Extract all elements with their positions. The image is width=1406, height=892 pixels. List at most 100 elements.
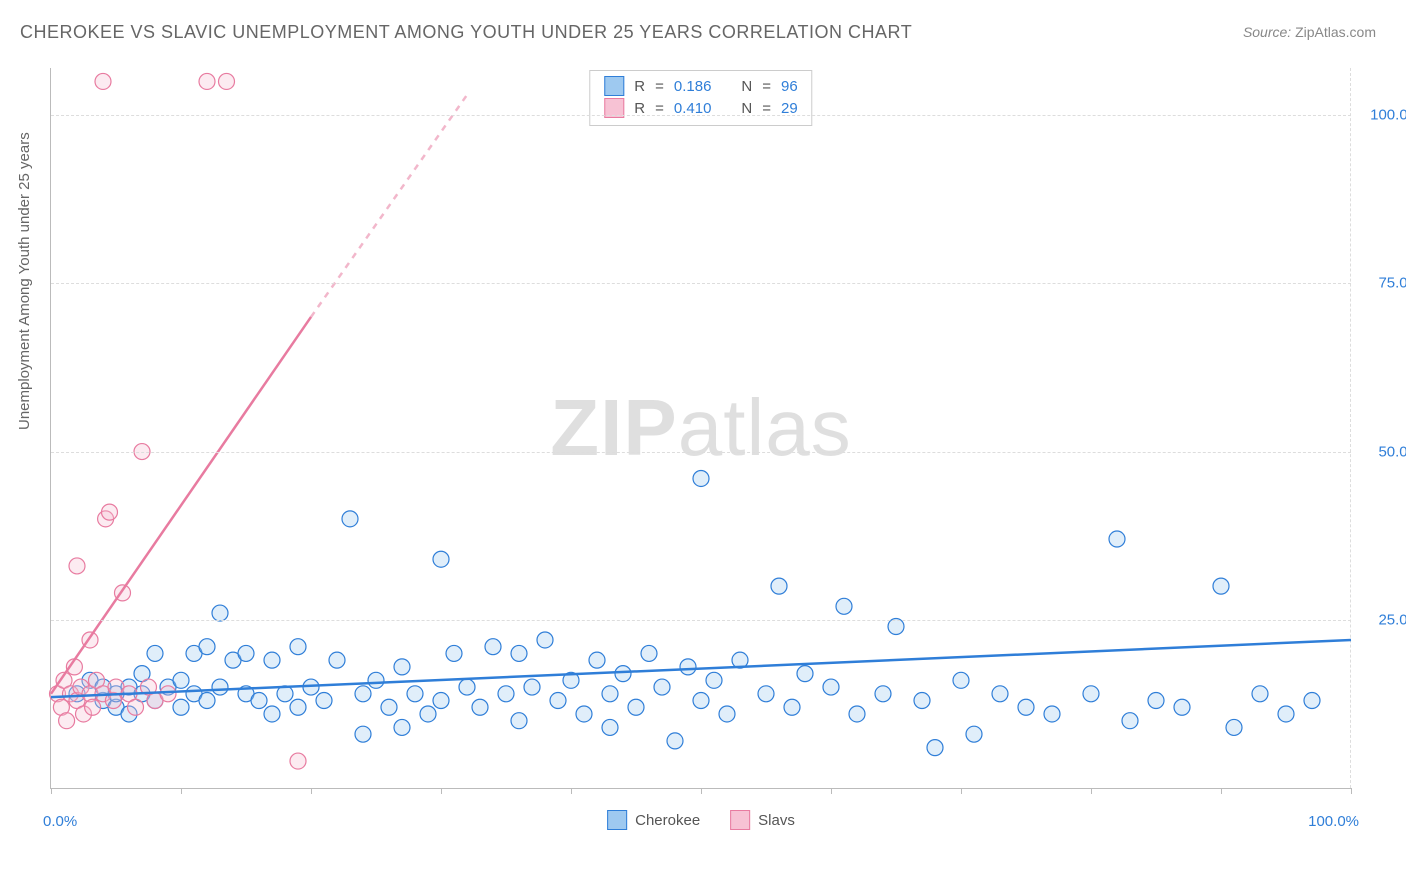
data-point [329,652,345,668]
x-tick-label: 100.0% [1308,813,1359,830]
x-tick [1091,788,1092,794]
scatter-plot: ZIPatlas R = 0.186 N = 96 R = 0.410 N = … [50,68,1351,789]
equals: = [655,100,664,117]
x-tick [311,788,312,794]
gridline [51,115,1351,116]
stats-legend: R = 0.186 N = 96 R = 0.410 N = 29 [589,70,812,126]
data-point [1252,686,1268,702]
x-tick [1351,788,1352,794]
data-point [511,645,527,661]
data-point [706,672,722,688]
r-label: R [634,100,645,117]
data-point [719,706,735,722]
data-point [1304,693,1320,709]
r-value-cherokee: 0.186 [674,78,712,95]
data-point [420,706,436,722]
data-point [1044,706,1060,722]
gridline [51,452,1351,453]
legend-item-cherokee: Cherokee [607,810,700,830]
data-point [836,598,852,614]
source-name: ZipAtlas.com [1295,24,1376,40]
data-point [355,726,371,742]
data-point [1083,686,1099,702]
data-point [797,666,813,682]
data-point [511,713,527,729]
data-point [992,686,1008,702]
data-point [95,73,111,89]
equals: = [762,78,771,95]
data-point [219,73,235,89]
data-point [914,693,930,709]
data-point [316,693,332,709]
data-point [758,686,774,702]
data-point [849,706,865,722]
x-tick [961,788,962,794]
n-value-slavs: 29 [781,100,798,117]
legend-label-slavs: Slavs [758,812,795,829]
data-point [550,693,566,709]
swatch-cherokee [607,810,627,830]
data-point [576,706,592,722]
data-point [59,713,75,729]
data-point [394,719,410,735]
data-point [290,639,306,655]
data-point [472,699,488,715]
data-point [641,645,657,661]
data-point [615,666,631,682]
data-point [524,679,540,695]
data-point [680,659,696,675]
data-point [264,706,280,722]
data-point [381,699,397,715]
data-point [1174,699,1190,715]
data-point [1122,713,1138,729]
data-point [128,699,144,715]
data-point [693,693,709,709]
data-point [368,672,384,688]
data-point [1226,719,1242,735]
data-point [1278,706,1294,722]
data-point [888,619,904,635]
data-point [485,639,501,655]
data-point [602,686,618,702]
data-point [264,652,280,668]
gridline [51,620,1351,621]
data-point [667,733,683,749]
data-point [212,605,228,621]
source-label: Source: [1243,24,1291,40]
data-point [433,551,449,567]
y-tick-label: 75.0% [1361,275,1406,292]
data-point [446,645,462,661]
data-point [173,699,189,715]
data-point [602,719,618,735]
chart-title: CHEROKEE VS SLAVIC UNEMPLOYMENT AMONG YO… [20,22,912,43]
x-tick [571,788,572,794]
x-tick [1221,788,1222,794]
data-point [459,679,475,695]
x-tick [181,788,182,794]
y-tick-label: 50.0% [1361,443,1406,460]
data-point [394,659,410,675]
data-point [290,699,306,715]
data-point [199,693,215,709]
source-attribution: Source: ZipAtlas.com [1243,24,1376,40]
x-tick [51,788,52,794]
data-point [654,679,670,695]
x-tick [831,788,832,794]
n-label: N [741,100,752,117]
trend-line [51,317,311,694]
data-point [498,686,514,702]
swatch-slavs [730,810,750,830]
data-point [199,639,215,655]
equals: = [655,78,664,95]
x-tick [701,788,702,794]
data-point [589,652,605,668]
swatch-cherokee [604,76,624,96]
data-point [1213,578,1229,594]
stats-row-cherokee: R = 0.186 N = 96 [604,75,797,97]
x-tick [441,788,442,794]
r-value-slavs: 0.410 [674,100,712,117]
x-tick-label: 0.0% [43,813,77,830]
legend-label-cherokee: Cherokee [635,812,700,829]
data-point [537,632,553,648]
y-axis-title: Unemployment Among Youth under 25 years [16,132,33,430]
